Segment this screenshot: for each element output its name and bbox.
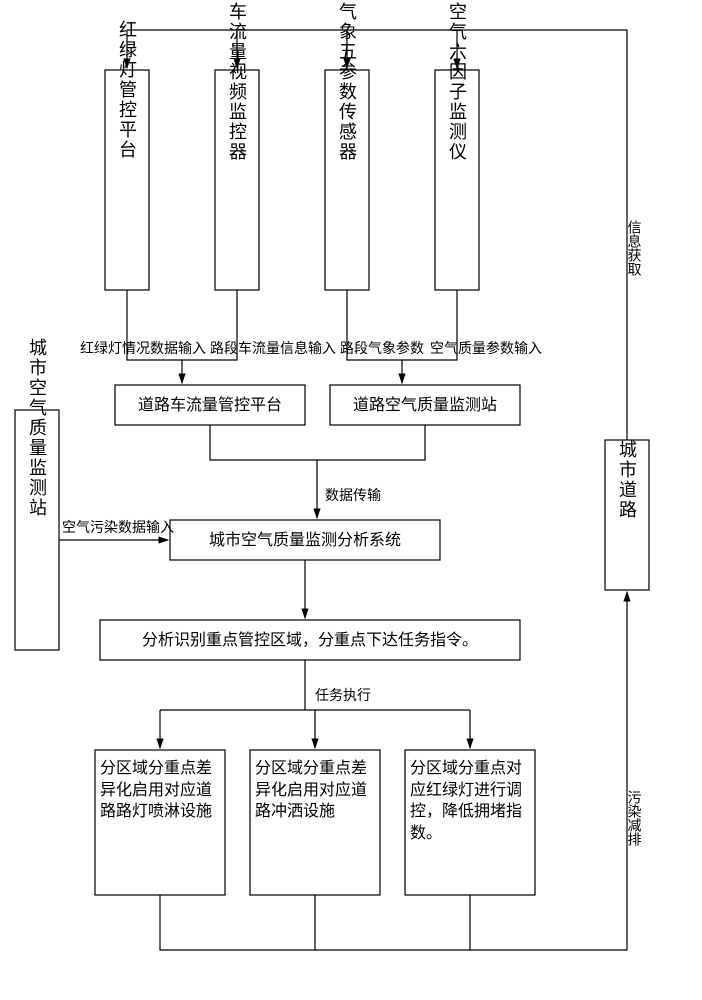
top3-label: 气象五参数传感器 <box>337 2 357 162</box>
e-analyze-down-label: 任务执行 <box>315 688 371 704</box>
right-road-label: 城市道路 <box>617 440 637 520</box>
center-system-label: 城市空气质量监测分析系统 <box>209 531 401 549</box>
analyze-label: 分析识别重点管控区域，分重点下达任务指令。 <box>142 631 478 649</box>
top2-label: 车流量视频监控器 <box>227 2 247 162</box>
mid-right-label: 道路空气质量监测站 <box>353 396 497 414</box>
e-right-down-label: 信息获取 <box>626 220 642 276</box>
bot2-label: 分区域分重点差异化启用对应道路冲洒设施 <box>255 758 375 823</box>
e-right-up-label: 污染减排 <box>626 790 642 847</box>
e-left-in-label: 空气污染数据输入 <box>62 520 174 536</box>
e-mid-down-label: 数据传输 <box>325 488 381 504</box>
e-top3-label: 路段气象参数 <box>340 340 424 357</box>
mid-left-label: 道路车流量管控平台 <box>138 396 282 414</box>
e-top2-label: 路段车流量信息输入 <box>210 340 336 357</box>
bot1-label: 分区域分重点差异化启用对应道路路灯喷淋设施 <box>100 758 220 823</box>
left-station-label: 城市空气质量监测站 <box>27 338 47 518</box>
e-top1-label: 红绿灯情况数据输入 <box>80 341 206 357</box>
bot3-label: 分区域分重点对应红绿灯进行调控，降低拥堵指数。 <box>410 758 530 844</box>
e-top4-label: 空气质量参数输入 <box>430 340 542 357</box>
top4-label: 空气六因子监测仪 <box>447 2 467 162</box>
